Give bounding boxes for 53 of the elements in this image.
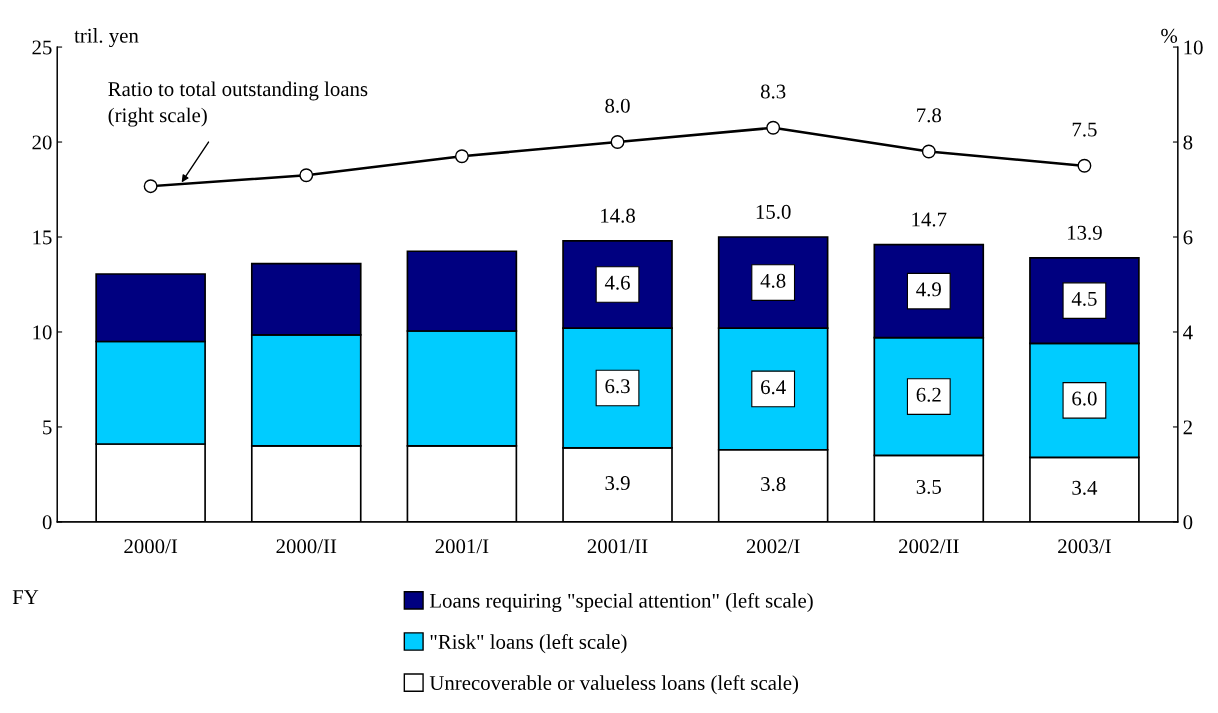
y-tick-label: 25: [32, 40, 52, 55]
y2-tick-label: 10: [1184, 40, 1203, 55]
data-label: 8.0: [605, 98, 630, 113]
y-axis-title: tril. yen: [74, 28, 139, 48]
x-axis-title: FY: [12, 590, 39, 604]
data-label: 6.2: [916, 387, 941, 402]
point: [454, 149, 469, 164]
data-label: 4.6: [604, 275, 630, 290]
point: [143, 179, 158, 194]
y-tick-label: 20: [32, 135, 52, 150]
data-label: 3.8: [761, 476, 786, 492]
data-label: 4.5: [1071, 291, 1097, 306]
y2-tick-label: 0: [1183, 515, 1193, 530]
y-tick-label: 15: [33, 230, 52, 245]
y2-axis-title: %: [1161, 28, 1178, 43]
annotation: Ratio to total outstanding loans (right scale): [108, 81, 368, 127]
point: [610, 135, 625, 149]
data-label: 3.9: [605, 476, 630, 491]
x-tick-label: 2002/II: [899, 539, 959, 554]
y-tick-label: 0: [42, 515, 52, 530]
data-label: 4.8: [760, 273, 786, 288]
data-label: 6.3: [605, 379, 630, 394]
data-label: 6.4: [761, 380, 786, 395]
data-label: 3.5: [916, 479, 941, 494]
y-tick-label: 10: [33, 325, 52, 340]
legend-label: Loans requiring "special attention" (left scale): [429, 592, 813, 613]
point: [299, 168, 314, 183]
y2-tick-label: 6: [1183, 230, 1193, 245]
total-label: 14.8: [601, 208, 635, 223]
total-label: 15.0: [756, 204, 791, 219]
data-label: 4.9: [916, 282, 941, 297]
data-label: 8.3: [760, 84, 786, 99]
point: [766, 120, 781, 135]
y-tick-label: 5: [43, 420, 52, 435]
point: [1077, 158, 1092, 173]
x-tick-label: 2001/I: [435, 539, 489, 554]
data-label: 7.8: [917, 108, 942, 123]
y2-tick-label: 2: [1183, 420, 1192, 435]
legend-label: "Risk" loans (left scale): [430, 634, 627, 654]
x-tick-label: 2002/I: [746, 539, 800, 554]
x-tick-label: 2001/II: [587, 539, 648, 554]
total-label: 13.9: [1068, 225, 1102, 240]
legend-label: Unrecoverable or valueless loans (left scale): [429, 675, 799, 695]
data-label: 3.4: [1072, 480, 1098, 495]
total-label: 14.7: [912, 212, 947, 227]
point: [921, 144, 936, 159]
data-label: 6.0: [1072, 391, 1097, 406]
x-tick-label: 2000/II: [276, 539, 337, 554]
y2-tick-label: 4: [1183, 325, 1193, 340]
y2-tick-label: 8: [1183, 135, 1193, 150]
x-tick-label: 2003/I: [1058, 539, 1111, 554]
data-label: 7.5: [1072, 122, 1097, 137]
x-tick-label: 2000/I: [124, 539, 178, 554]
